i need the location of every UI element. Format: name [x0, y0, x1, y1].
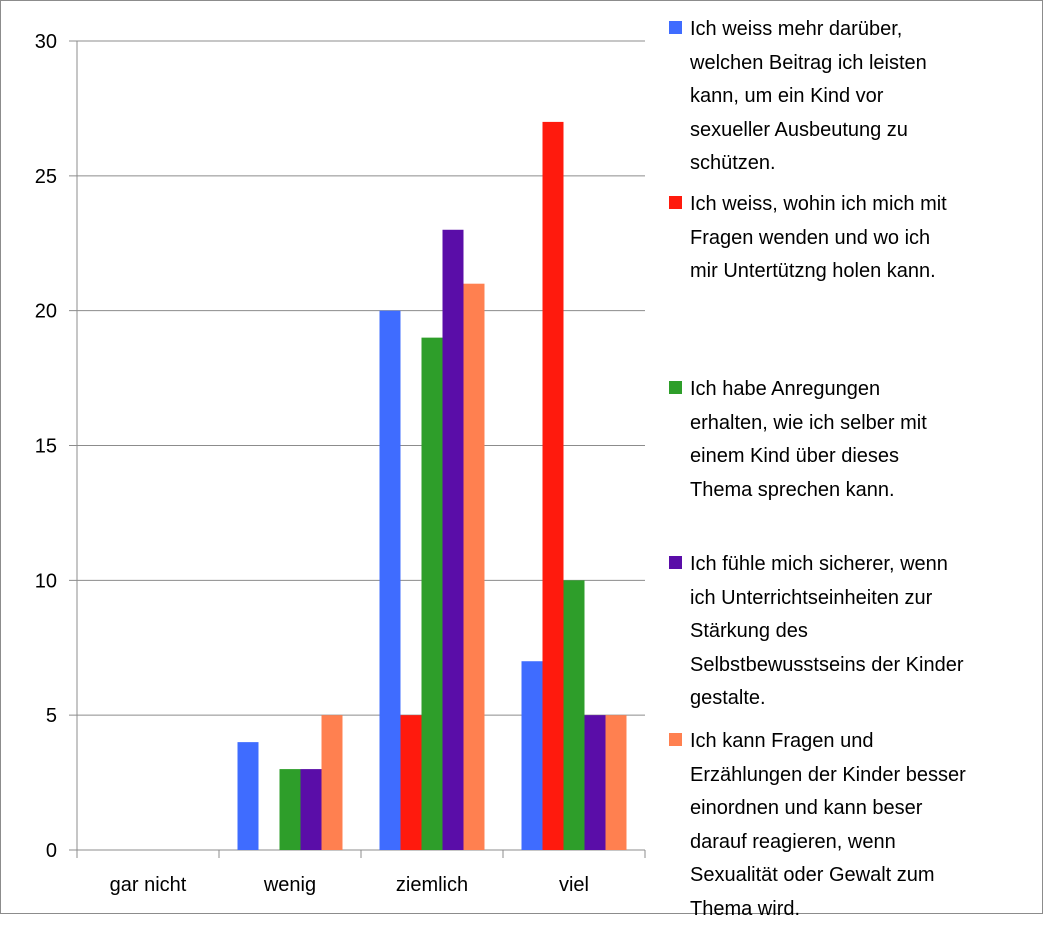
bar [563, 580, 585, 850]
y-tick-label: 30 [35, 31, 57, 53]
x-category-label: wenig [263, 874, 316, 896]
bar [521, 661, 543, 850]
bar [300, 769, 322, 850]
legend: Ich weiss mehr darüber, welchen Beitrag … [669, 13, 1039, 920]
y-tick-label: 20 [35, 301, 57, 323]
bar [542, 121, 564, 850]
bar [279, 769, 301, 850]
bar [605, 715, 627, 850]
y-tick-label: 5 [46, 705, 57, 727]
bar [421, 337, 443, 851]
y-tick-label: 25 [35, 166, 57, 188]
bar [237, 742, 259, 850]
y-tick-label: 0 [46, 840, 57, 862]
bar [400, 715, 422, 850]
bar [321, 715, 343, 850]
legend-swatch [669, 381, 682, 394]
legend-label: Ich kann Fragen und Erzählungen der Kind… [690, 730, 966, 920]
y-tick-label: 15 [35, 436, 57, 458]
bars [237, 121, 627, 851]
bar [584, 715, 606, 850]
legend-swatch [669, 556, 682, 569]
bar [442, 229, 464, 850]
legend-swatch [669, 196, 682, 209]
bar [463, 283, 485, 850]
legend-label: Ich weiss, wohin ich mich mit Fragen wen… [690, 193, 947, 282]
x-category-label: viel [559, 874, 589, 896]
y-tick-label: 10 [35, 570, 57, 592]
x-category-label: gar nicht [110, 874, 187, 896]
x-category-label: ziemlich [396, 874, 468, 896]
axis-labels: 0 5 10 15 20 25 30 gar nicht wenig ziemlich viel [35, 31, 589, 896]
legend-label: Ich weiss mehr darüber, welchen Beitrag … [690, 18, 927, 174]
bar [379, 310, 401, 851]
legend-label: Ich habe Anregungen erhalten, wie ich se… [690, 378, 927, 501]
legend-swatch [669, 21, 682, 34]
legend-label: Ich fühle mich sicherer, wenn ich Unterr… [690, 553, 964, 709]
legend-swatch [669, 733, 682, 746]
